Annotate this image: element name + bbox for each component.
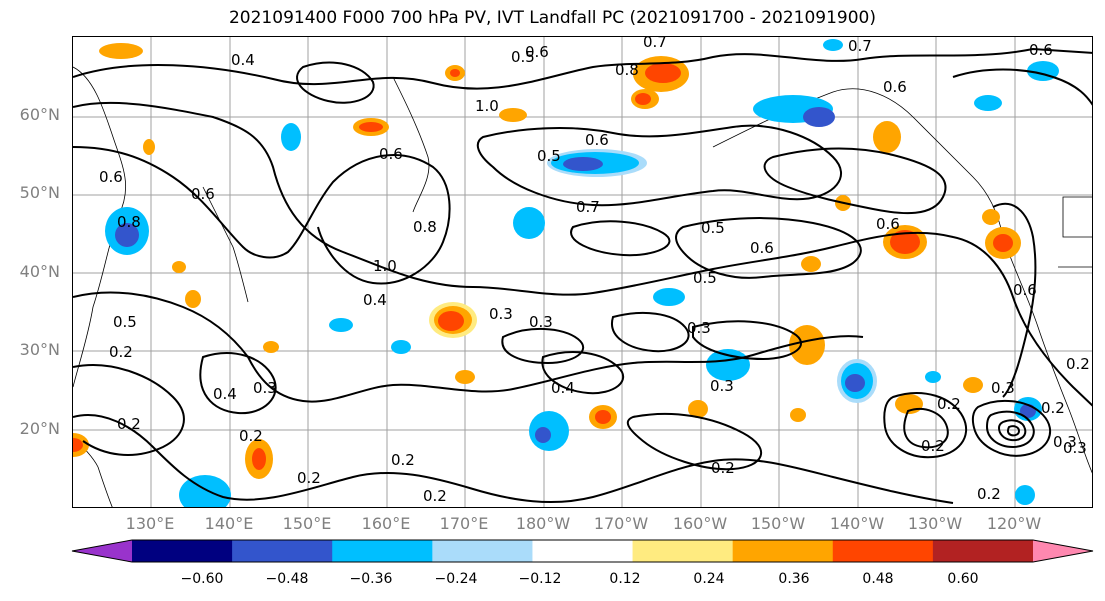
contour-label: 0.5 xyxy=(511,48,535,66)
colorbar-segment xyxy=(832,540,934,562)
contour-label: 0.6 xyxy=(525,43,549,61)
lon-label: 170°E xyxy=(439,514,489,533)
lon-label: 170°W xyxy=(593,514,649,533)
contour-label: 0.2 xyxy=(297,469,321,487)
contour-label: 0.2 xyxy=(117,415,141,433)
contour-label: 0.3 xyxy=(253,379,277,397)
contour-label: 0.2 xyxy=(1066,355,1090,373)
map-canvas: 0.4 0.6 0.5 0.7 0.6 0.8 1.0 0.6 0.5 0.6 … xyxy=(73,37,1092,507)
contour-label: 0.8 xyxy=(413,218,437,236)
colorbar-segment xyxy=(632,540,734,562)
contour-label: 0.2 xyxy=(1041,399,1065,417)
colorbar-tick: −0.48 xyxy=(265,571,309,587)
contour-label: 0.7 xyxy=(576,198,600,216)
colorbar-segment xyxy=(532,540,634,562)
colorbar-segment xyxy=(232,540,333,562)
contour-label: 0.8 xyxy=(615,61,639,79)
colorbar-outline xyxy=(71,539,1094,563)
colorbar-segment xyxy=(932,540,1034,562)
contour-labels: 0.4 0.6 0.5 0.7 0.6 0.8 1.0 0.6 0.5 0.6 … xyxy=(99,37,1090,505)
contour-label: 0.2 xyxy=(921,437,945,455)
map-title: 2021091400 F000 700 hPa PV, IVT Landfall… xyxy=(228,8,876,28)
contour-label: 0.6 xyxy=(750,239,774,257)
lon-label: 130°W xyxy=(907,514,963,533)
contour-label: 0.3 xyxy=(529,313,553,331)
contour-label: 0.2 xyxy=(423,487,447,505)
colorbar-tick: 0.48 xyxy=(862,571,894,587)
contour-label: 0.5 xyxy=(693,269,717,287)
contour-label: 0.4 xyxy=(213,385,237,403)
contour-label: 0.8 xyxy=(117,213,141,231)
contour-label: 0.2 xyxy=(711,459,735,477)
colorbar-extend-low xyxy=(72,540,132,562)
contour-label: 0.4 xyxy=(363,291,387,309)
graticule xyxy=(73,37,1092,507)
colorbar-tick: −0.60 xyxy=(180,571,224,587)
contour-label: 0.7 xyxy=(643,37,667,51)
lat-label: 30°N xyxy=(19,340,60,359)
contour-label: 0.3 xyxy=(1053,433,1077,451)
lon-label: 140°W xyxy=(829,514,885,533)
contour-label: 0.5 xyxy=(113,313,137,331)
colorbar-tick: −0.12 xyxy=(518,571,562,587)
lat-label: 50°N xyxy=(19,183,60,202)
contour-label: 0.6 xyxy=(876,215,900,233)
colorbar-tick: 0.36 xyxy=(778,571,810,587)
colorbar-extend-high xyxy=(1033,540,1093,562)
contour-label: 0.6 xyxy=(1029,41,1053,59)
pv-shading xyxy=(73,39,1059,507)
lat-label: 60°N xyxy=(19,105,60,124)
contour-label: 0.4 xyxy=(231,51,255,69)
lat-label: 20°N xyxy=(19,419,60,438)
colorbar-tick: 0.24 xyxy=(693,571,725,587)
contour-label: 0.5 xyxy=(701,219,725,237)
colorbar-segment xyxy=(332,540,433,562)
lon-label: 150°W xyxy=(750,514,806,533)
lon-label: 180°W xyxy=(515,514,571,533)
colorbar-segment xyxy=(432,540,533,562)
colorbar-tick: −0.24 xyxy=(434,571,478,587)
lon-label: 140°E xyxy=(204,514,254,533)
colorbar-tick: 0.12 xyxy=(609,571,641,587)
contour-label: 0.2 xyxy=(391,451,415,469)
contour-label: 0.6 xyxy=(585,131,609,149)
contour-label: 0.3 xyxy=(991,379,1015,397)
contour-label: 0.2 xyxy=(239,427,263,445)
contour-label: 0.3 xyxy=(1063,439,1087,457)
contour-label: 0.2 xyxy=(937,395,961,413)
lon-label: 150°E xyxy=(282,514,332,533)
contour-label: 0.6 xyxy=(883,78,907,96)
contour-label: 0.4 xyxy=(551,379,575,397)
colorbar-segment xyxy=(132,540,233,562)
contour-label: 0.3 xyxy=(489,305,513,323)
contour-label: 1.0 xyxy=(373,257,397,275)
lat-label: 40°N xyxy=(19,262,60,281)
colorbar-tick: 0.60 xyxy=(947,571,979,587)
colorbar-tick: −0.36 xyxy=(349,571,393,587)
contour-label: 0.5 xyxy=(537,147,561,165)
contour-label: 0.7 xyxy=(848,37,872,55)
map-panel: 0.4 0.6 0.5 0.7 0.6 0.8 1.0 0.6 0.5 0.6 … xyxy=(72,36,1093,508)
contour-label: 1.0 xyxy=(475,97,499,115)
contour-label: 0.6 xyxy=(99,168,123,186)
lon-label: 160°W xyxy=(672,514,728,533)
pv-contours xyxy=(73,47,1092,504)
contour-label: 0.3 xyxy=(687,319,711,337)
colorbar-segment xyxy=(732,540,834,562)
lon-label: 120°W xyxy=(986,514,1042,533)
colorbar xyxy=(71,539,1094,563)
lon-label: 160°E xyxy=(361,514,411,533)
contour-label: 0.6 xyxy=(191,185,215,203)
contour-label: 0.2 xyxy=(977,485,1001,503)
lon-label: 130°E xyxy=(125,514,175,533)
contour-label: 0.3 xyxy=(710,377,734,395)
contour-label: 0.2 xyxy=(109,343,133,361)
contour-label: 0.6 xyxy=(379,145,403,163)
contour-label: 0.6 xyxy=(1013,281,1037,299)
